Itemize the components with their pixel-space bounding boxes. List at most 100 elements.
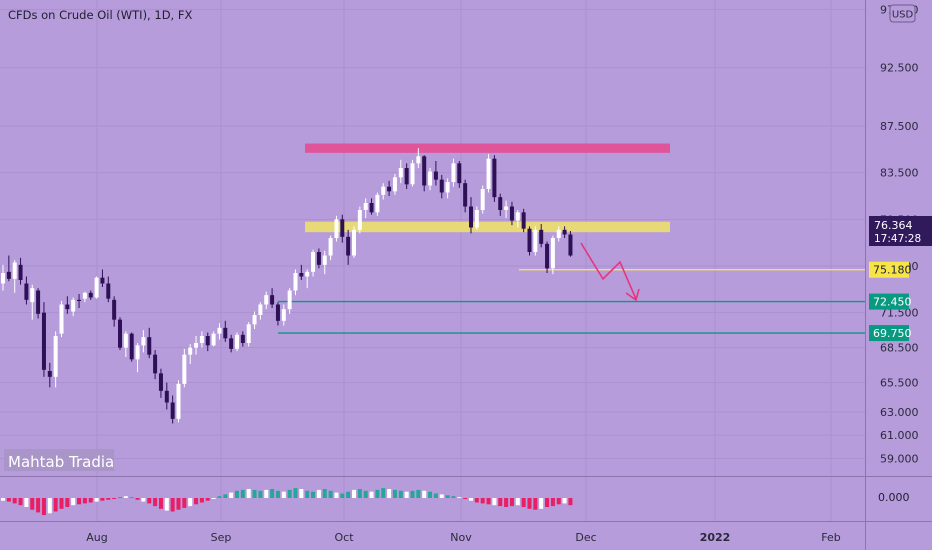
candle[interactable] (515, 210, 520, 228)
candle[interactable] (199, 331, 204, 348)
candle[interactable] (205, 332, 210, 352)
candle[interactable] (369, 198, 374, 215)
candle[interactable] (153, 350, 158, 380)
time-axis[interactable]: Aug Sep Oct Nov Dec 2022 Feb (86, 531, 840, 544)
candle[interactable] (287, 288, 292, 314)
candle[interactable] (258, 302, 263, 320)
candle[interactable] (252, 311, 257, 330)
candle[interactable] (246, 322, 251, 347)
candle[interactable] (346, 229, 351, 265)
candle[interactable] (486, 154, 491, 193)
candle[interactable] (112, 296, 117, 327)
candle[interactable] (135, 343, 140, 373)
candle[interactable] (59, 301, 64, 338)
candle[interactable] (556, 226, 561, 242)
candle[interactable] (182, 348, 187, 388)
candle[interactable] (53, 331, 58, 388)
candle[interactable] (422, 155, 427, 192)
candle[interactable] (41, 302, 46, 377)
candle[interactable] (18, 257, 23, 285)
candle[interactable] (118, 317, 122, 350)
candle[interactable] (188, 344, 193, 364)
candle[interactable] (504, 200, 509, 219)
candle[interactable] (521, 208, 526, 233)
candle[interactable] (363, 198, 368, 219)
candle[interactable] (129, 332, 134, 362)
candle[interactable] (492, 155, 497, 202)
candle[interactable] (141, 330, 146, 353)
candle[interactable] (88, 290, 93, 300)
candle[interactable] (65, 296, 70, 314)
candle[interactable] (94, 276, 99, 299)
candle[interactable] (550, 235, 555, 275)
candle[interactable] (533, 226, 538, 256)
candle[interactable] (474, 206, 479, 230)
candle[interactable] (217, 323, 222, 340)
candle[interactable] (36, 288, 41, 319)
candle[interactable] (322, 250, 327, 275)
candle[interactable] (106, 276, 111, 303)
candle[interactable] (392, 173, 397, 195)
candle[interactable] (404, 163, 409, 189)
candle[interactable] (1, 264, 5, 291)
candle[interactable] (299, 264, 304, 280)
candle[interactable] (539, 224, 544, 248)
currency-button[interactable]: USD (889, 4, 916, 23)
candle[interactable] (445, 178, 450, 199)
candle[interactable] (381, 183, 386, 200)
candle[interactable] (12, 260, 17, 293)
candle[interactable] (264, 291, 269, 310)
candle[interactable] (439, 175, 444, 199)
candle[interactable] (311, 249, 316, 277)
candle[interactable] (77, 294, 82, 308)
candle[interactable] (562, 226, 567, 238)
candle[interactable] (30, 284, 35, 320)
candle[interactable] (158, 368, 163, 398)
candle[interactable] (457, 161, 462, 188)
candle[interactable] (123, 331, 128, 357)
candle[interactable] (451, 158, 456, 187)
candle[interactable] (71, 297, 76, 317)
candle[interactable] (416, 148, 421, 168)
candle[interactable] (275, 302, 280, 326)
candle[interactable] (281, 304, 286, 326)
candle[interactable] (6, 255, 11, 282)
candle[interactable] (340, 214, 345, 243)
candle[interactable] (100, 269, 105, 288)
candle[interactable] (375, 192, 380, 216)
candle[interactable] (240, 331, 245, 347)
candle[interactable] (229, 334, 234, 353)
candle[interactable] (428, 168, 433, 191)
candle[interactable] (509, 201, 514, 226)
candle[interactable] (527, 226, 532, 256)
candle[interactable] (47, 362, 52, 388)
candle[interactable] (568, 231, 573, 257)
candle[interactable] (270, 288, 275, 308)
candle[interactable] (387, 180, 392, 196)
candle[interactable] (305, 269, 310, 289)
candle[interactable] (170, 395, 175, 424)
candle[interactable] (433, 161, 438, 186)
candle[interactable] (147, 327, 152, 359)
candle[interactable] (334, 215, 339, 242)
candle[interactable] (480, 185, 485, 214)
candle[interactable] (194, 336, 199, 355)
candle[interactable] (328, 235, 333, 261)
candle[interactable] (463, 179, 468, 213)
candle[interactable] (357, 206, 362, 234)
candle[interactable] (82, 291, 87, 303)
candle[interactable] (352, 226, 356, 258)
candle[interactable] (498, 193, 503, 216)
candle[interactable] (469, 197, 473, 234)
candle[interactable] (410, 159, 415, 187)
candle[interactable] (176, 380, 181, 423)
candle[interactable] (24, 276, 29, 305)
candle[interactable] (545, 241, 550, 274)
candle[interactable] (235, 332, 239, 352)
candle[interactable] (164, 382, 169, 410)
candle[interactable] (316, 248, 321, 269)
candles[interactable] (1, 148, 573, 424)
candle[interactable] (398, 159, 403, 184)
candle[interactable] (293, 269, 298, 296)
